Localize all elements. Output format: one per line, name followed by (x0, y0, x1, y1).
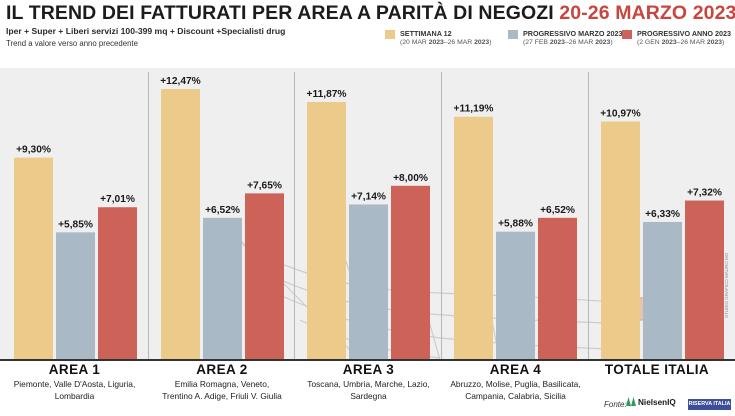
bar-value-label: +6,52% (540, 205, 575, 216)
title-main: IL TREND DEI FATTURATI PER AREA A PARITÀ… (6, 2, 554, 24)
bar-5-2 (643, 221, 682, 359)
partner-logo: RISERVA ITALIA (688, 399, 731, 410)
bar-2-3 (245, 193, 284, 359)
area-label-1: AREA 1 Piemonte, Valle D'Aosta, Liguria,… (0, 362, 149, 401)
legend-range: (20 MAR 2023–26 MAR 2023) (400, 39, 492, 46)
area-regions-line: Emilia Romagna, Veneto, (174, 379, 270, 389)
area-regions-line: Sardegna (350, 390, 387, 401)
legend-name: SETTIMANA 12 (400, 29, 452, 38)
bar-value-label: +7,65% (247, 180, 282, 191)
title-date-range: 20-26 MARZO 2023 (559, 2, 735, 24)
legend-range: (27 FEB 2023–26 MAR 2023) (523, 39, 613, 46)
bar-1-1 (14, 157, 53, 359)
legend-swatch (508, 30, 518, 39)
bar-value-label: +11,19% (454, 104, 494, 115)
bar-value-label: +5,88% (498, 219, 533, 230)
bar-value-label: +7,14% (351, 191, 386, 202)
area-dividers (148, 72, 589, 360)
page-title: IL TREND DEI FATTURATI PER AREA A PARITÀ… (6, 2, 735, 24)
area-name: AREA 4 (489, 362, 542, 377)
area-regions-line: Lombardia (54, 390, 95, 401)
bar-4-1 (454, 116, 493, 359)
area-name: AREA 1 (48, 362, 101, 377)
bar-value-label: +8,00% (393, 173, 428, 184)
bar-4-3 (538, 217, 577, 359)
graphic-credit: STUDIO GRAFICO MAURO MO (724, 252, 729, 318)
area-label-2: AREA 2 Emilia Romagna, Veneto, Trentino … (149, 362, 295, 401)
area-label-totale: TOTALE ITALIA (589, 362, 725, 378)
area-label-4: AREA 4 Abruzzo, Molise, Puglia, Basilica… (442, 362, 589, 401)
area-name: AREA 3 (342, 362, 395, 377)
area-name: TOTALE ITALIA (604, 362, 710, 377)
bar-4-2 (496, 231, 535, 359)
area-regions-line: Trentino A. Adige, Friuli V. Giulia (162, 390, 282, 401)
area-regions-line: Campania, Calabria, Sicilia (465, 390, 566, 401)
nielsen-logo: NielsenIQ (626, 397, 684, 411)
bar-3-3 (391, 185, 430, 359)
bar-1-3 (98, 207, 137, 359)
legend-name: PROGRESSIVO ANNO 2023 (637, 29, 731, 38)
nielsen-mark-icon (626, 397, 636, 406)
bar-value-label: +5,85% (58, 219, 93, 230)
area-name: AREA 2 (196, 362, 248, 377)
subtitle: Iper + Super + Liberi servizi 100-399 mq… (6, 26, 286, 36)
bar-value-label: +12,47% (160, 76, 201, 87)
bar-3-1 (307, 102, 346, 359)
bar-value-label: +6,33% (645, 209, 680, 220)
bar-5-1 (601, 121, 640, 359)
legend-swatch (622, 30, 632, 39)
bar-value-label: +6,52% (205, 205, 240, 216)
bar-1-2 (56, 232, 95, 359)
bar-chart: +9,30% +5,85% +7,01% +12,47% +6,52% +7,65% +11… (14, 72, 724, 360)
bar-value-label: +7,01% (100, 194, 135, 205)
bar-value-label: +11,87% (307, 89, 347, 100)
bar-2-1 (161, 89, 200, 359)
shopping-cart-illustration (227, 223, 647, 360)
bar-3-2 (349, 204, 388, 359)
legend-swatch (385, 30, 395, 39)
area-label-3: AREA 3 Toscana, Umbria, Marche, Lazio, S… (295, 362, 442, 401)
bar-value-label: +10,97% (600, 108, 641, 119)
legend-name: PROGRESSIVO MARZO 2023 (523, 29, 623, 38)
chart-area: +9,30% +5,85% +7,01% +12,47% +6,52% +7,65% +11… (0, 68, 735, 360)
bar-2-2 (203, 217, 242, 359)
chart-baseline (0, 359, 735, 361)
source-label: Fonte: (604, 400, 627, 409)
bar-value-label: +9,30% (16, 145, 51, 156)
bar-5-3 (685, 200, 724, 359)
area-regions-line: Abruzzo, Molise, Puglia, Basilicata, (450, 379, 581, 389)
area-regions-line: Piemonte, Valle D'Aosta, Liguria, (13, 379, 136, 389)
legend-range: (2 GEN 2023–26 MAR 2023) (637, 39, 725, 46)
area-regions-line: Toscana, Umbria, Marche, Lazio, (307, 379, 430, 389)
bar-value-label: +7,32% (687, 188, 722, 199)
chart-note: Trend a valore verso anno precedente (6, 39, 138, 48)
